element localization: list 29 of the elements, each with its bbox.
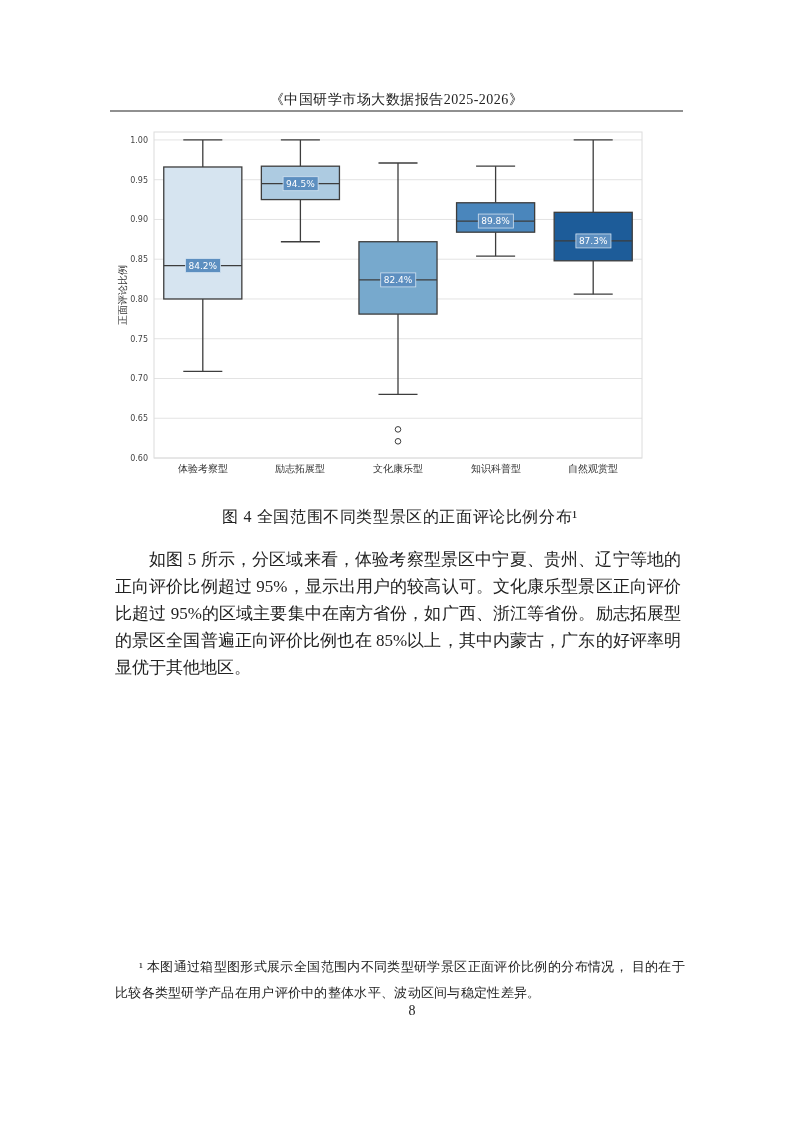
y-tick-label: 0.70 [130, 374, 148, 384]
median-label: 94.5% [282, 176, 319, 192]
y-tick-label: 0.80 [130, 294, 148, 304]
y-tick-label: 0.65 [130, 414, 148, 424]
y-tick-label: 0.75 [130, 334, 148, 344]
median-label: 89.8% [477, 213, 514, 229]
annotation: 94.5% [286, 178, 316, 189]
median-label: 84.2% [185, 258, 221, 273]
y-tick-label: 0.90 [130, 215, 148, 225]
text: 8 [407, 1003, 417, 1019]
x-tick-label: 自然观赏型 [568, 463, 619, 474]
text: 如图 5 所示，分区域来看，体验考察型景区中宁夏、贵州、辽宁等地的正向评价比例超过 95%，显示出用户的较高认可。文化康乐型景区正向评价比超过 95%的区域主要集中在南方省份，如广西、浙江等省份。励志拓展型的景区全国普遍正向评价比例也在 85%以上，其中内蒙古，广东的好评率明显优于其他地区。 [115, 549, 681, 679]
annotation: 82.4% [383, 275, 413, 286]
median-label: 82.4% [380, 272, 417, 288]
y-tick-label: 1.00 [130, 135, 148, 145]
y-tick-label: 0.60 [130, 454, 148, 463]
y-tick-label: 0.85 [130, 255, 148, 265]
text: ¹ 本图通过箱型图形式展示全国范围内不同类型研学景区正面评价比例的分布情况， 目的在于比较各类型研学产品在用户评价中的整体水平、波动区间与稳定性差异。 [115, 959, 685, 1000]
x-tick-label: 知识科普型 [470, 463, 521, 474]
text: 图 4 全国范围不同类型景区的正面评论比例分布¹ [221, 507, 579, 527]
text: 《中国研学市场大数据报告2025-2026》 [268, 91, 525, 109]
annotation: 89.8% [481, 216, 511, 227]
x-tick-label: 体验考察型 [177, 463, 228, 474]
y-axis-title: 正面评论比例 [117, 265, 128, 325]
x-tick-label: 文化康乐型 [373, 463, 423, 474]
median-label: 87.3% [575, 233, 612, 249]
annotation: 87.3% [578, 236, 608, 247]
y-tick-label: 0.95 [130, 175, 148, 185]
x-tick-label: 励志拓展型 [275, 463, 326, 474]
